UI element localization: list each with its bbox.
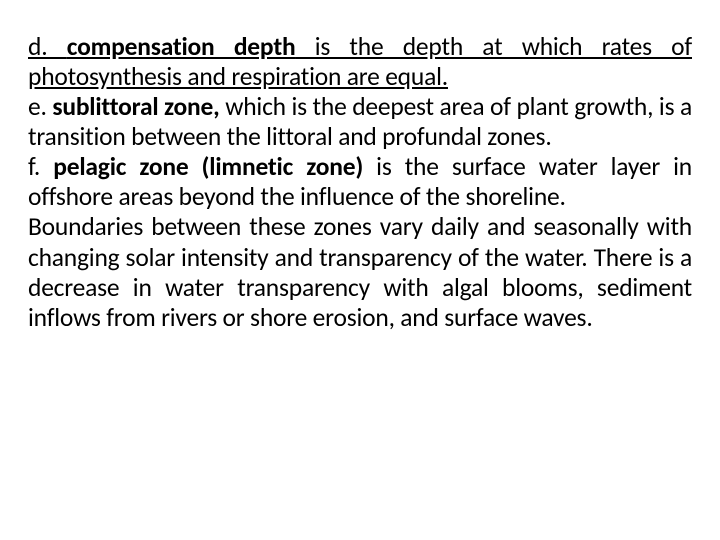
item-e-term: sublittoral zone, bbox=[52, 91, 219, 122]
tail-paragraph: Boundaries between these zones vary dail… bbox=[28, 211, 692, 332]
item-e-prefix: e. bbox=[28, 91, 52, 122]
item-d-term: compensation depth bbox=[67, 31, 296, 62]
body-paragraph: d. compensation depth is the depth at wh… bbox=[28, 32, 692, 333]
item-f-prefix: f. bbox=[28, 151, 53, 182]
item-d-prefix: d. bbox=[28, 31, 67, 62]
document-page: d. compensation depth is the depth at wh… bbox=[0, 0, 720, 540]
item-f-term: pelagic zone (limnetic zone) bbox=[53, 151, 363, 182]
item-d: d. compensation depth is the depth at wh… bbox=[28, 31, 692, 92]
